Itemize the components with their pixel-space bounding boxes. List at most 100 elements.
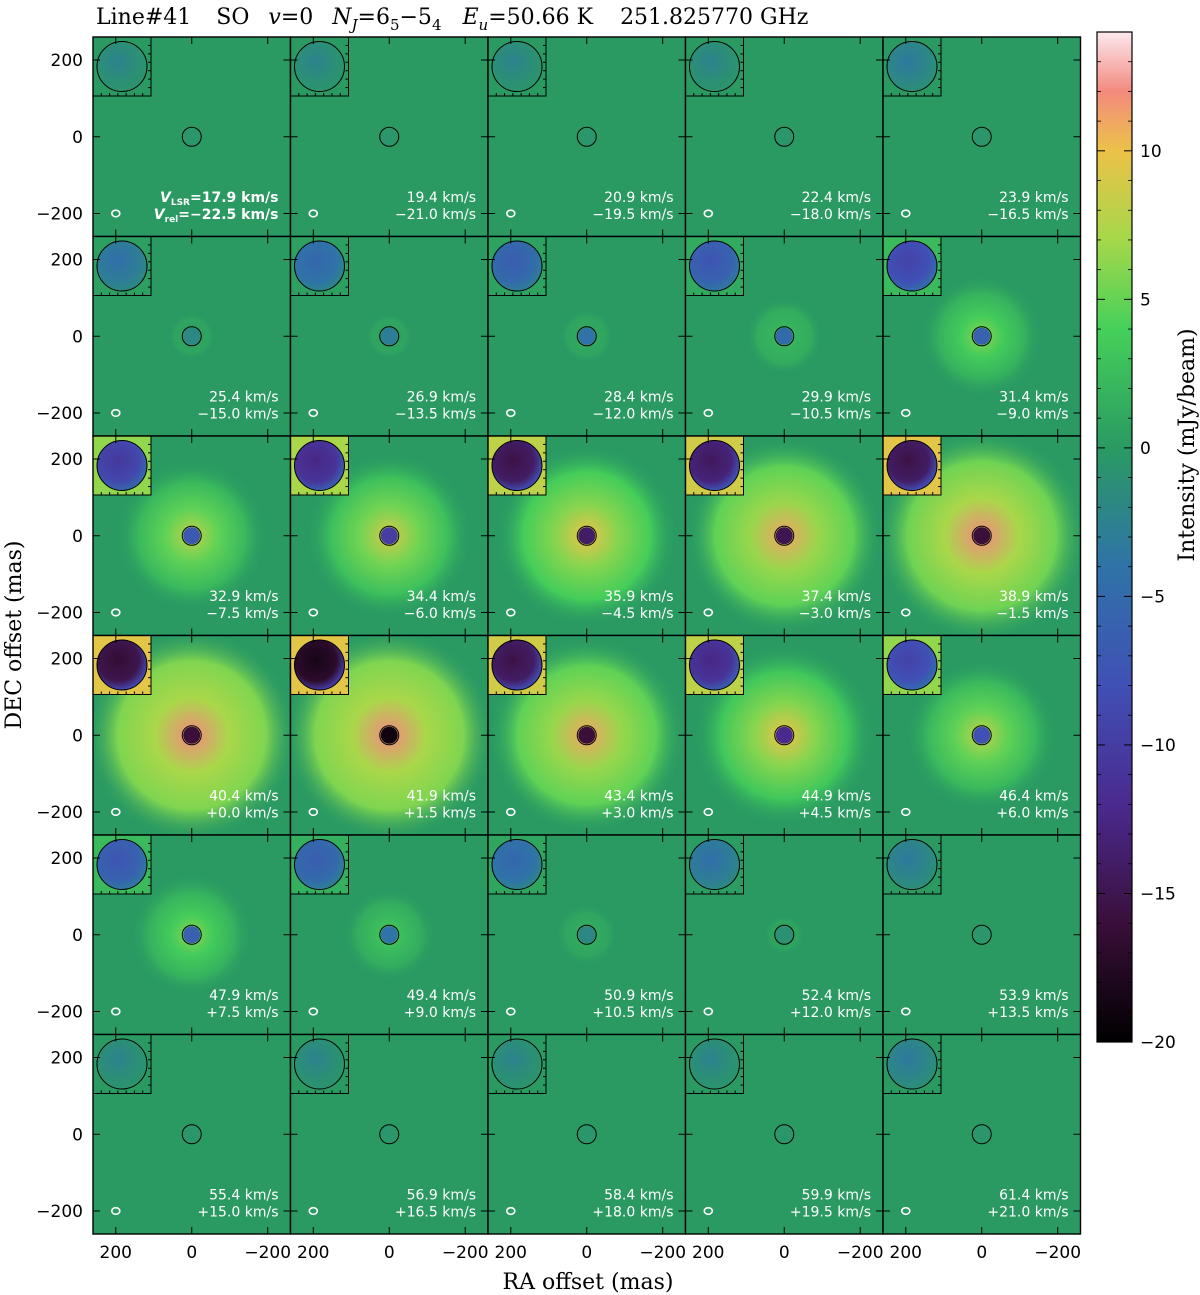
vlsr-label: 53.9 km/s [999, 988, 1068, 1004]
channel-panel: 26.9 km/s−13.5 km/s [289, 235, 489, 437]
stellar-disc-outline [774, 1124, 795, 1145]
inset-disc-outline [96, 639, 148, 691]
inset-frame [685, 835, 744, 895]
beam-ellipse [505, 608, 516, 617]
channel-panel: 44.9 km/s+4.5 km/s [684, 634, 884, 836]
colorbar-label: Intensity (mJy/beam) [1175, 328, 1200, 561]
colorbar-gradient [1097, 32, 1132, 1042]
channel-panel: 31.4 km/s−9.0 km/s [882, 235, 1082, 437]
inset-frame [685, 436, 744, 496]
vrel-label: −15.0 km/s [197, 407, 278, 423]
beam-ellipse [900, 1206, 911, 1216]
inset-disc [689, 440, 740, 491]
stellar-disc-outline [379, 1124, 400, 1145]
inset-frame [93, 635, 152, 695]
vrel-label: +21.0 km/s [987, 1205, 1068, 1221]
inset-frame [290, 1034, 349, 1094]
stellar-disc-outline [774, 725, 795, 746]
stellar-disc-outline [971, 1124, 992, 1145]
beam-ellipse [900, 408, 911, 418]
vlsr-label: 50.9 km/s [604, 988, 673, 1004]
inset-disc-outline [491, 1038, 543, 1090]
inset-disc-outline [491, 41, 543, 92]
x-tick-label: −200 [244, 1243, 291, 1263]
shared-axes: 200 0 −200 200 0 −200 200 0 −200 200 0 −200 200 0 −200… [36, 51, 1081, 1263]
beam-ellipse [110, 807, 121, 817]
beam-ellipse [900, 209, 911, 218]
stellar-disc-outline [379, 126, 400, 147]
inset-disc-outline [96, 440, 148, 491]
channel-panel: 38.9 km/s−1.5 km/s [882, 435, 1082, 637]
beam-ellipse [308, 1007, 319, 1016]
absorption-core [775, 1125, 793, 1143]
absorption-core [973, 327, 991, 345]
inset-disc-outline [96, 41, 148, 92]
vrel-label: −3.0 km/s [799, 606, 871, 622]
inset-disc [689, 839, 740, 890]
inset-disc-outline [294, 839, 345, 890]
vlsr-label: 52.4 km/s [802, 988, 871, 1004]
vlsr-label: 61.4 km/s [999, 1188, 1068, 1204]
vlsr-label: 29.9 km/s [802, 390, 871, 406]
absorption-core [380, 527, 398, 545]
inset-disc-outline [886, 440, 938, 491]
inset-frame [290, 835, 349, 895]
inset-disc-outline [96, 839, 148, 890]
inset-frame [685, 236, 744, 296]
vrel-label: −1.5 km/s [996, 606, 1068, 622]
vlsr-label: 44.9 km/s [802, 789, 871, 805]
inset-disc-outline [491, 240, 543, 292]
vlsr-label: 19.4 km/s [407, 190, 476, 206]
x-tick-label: 0 [976, 1243, 987, 1263]
inset-disc [97, 241, 147, 291]
inset-disc [97, 440, 147, 491]
x-axis-label: RA offset (mas) [503, 1270, 674, 1295]
beam-ellipse [505, 209, 516, 218]
stellar-disc-outline [971, 924, 992, 945]
inset-disc-outline [886, 639, 938, 691]
vib-rest: =0 [281, 5, 313, 30]
absorption-core [183, 726, 201, 744]
vlsr-label: VLSR=17.9 km/s [160, 190, 279, 208]
vlsr-label: 40.4 km/s [209, 789, 278, 805]
channel-panel: 43.4 km/s+3.0 km/s [487, 634, 687, 836]
inset-disc [294, 41, 345, 92]
stellar-disc-outline [181, 126, 202, 147]
inset-frame [685, 635, 744, 695]
vlsr-label: 47.9 km/s [209, 988, 278, 1004]
channel-panel: 25.4 km/s−15.0 km/s [92, 235, 292, 437]
stellar-disc-outline [774, 326, 795, 347]
beam-ellipse [308, 408, 319, 418]
x-tick-label: −200 [837, 1243, 884, 1263]
y-tick-label: 0 [72, 327, 83, 347]
y-tick-label: −200 [36, 603, 83, 623]
stellar-disc-outline [971, 725, 992, 746]
y-tick-label: −200 [36, 404, 83, 424]
y-tick-label: 200 [51, 251, 83, 271]
inset-disc [887, 640, 937, 690]
channel-panel: 56.9 km/s+16.5 km/s [289, 1033, 489, 1235]
inset-frame [883, 436, 942, 496]
vrel-label: +10.5 km/s [592, 1005, 673, 1021]
beam-ellipse [505, 408, 516, 418]
y-tick-label: −200 [36, 1002, 83, 1022]
absorption-core [183, 926, 201, 944]
colorbar: 10 5 0 −5 −10 −15 −20 [1096, 31, 1176, 1053]
stellar-disc-outline [971, 326, 992, 347]
inset-disc-outline [294, 639, 345, 691]
vlsr-label: 20.9 km/s [604, 190, 673, 206]
inset-frame [883, 37, 942, 97]
x-tick-label: −200 [639, 1243, 686, 1263]
x-tick-label: 0 [186, 1243, 197, 1263]
inset-disc [887, 839, 937, 890]
vrel-label: −13.5 km/s [395, 407, 476, 423]
stellar-disc-outline [181, 1124, 202, 1145]
vlsr-label: 49.4 km/s [407, 988, 476, 1004]
inset-disc-outline [96, 240, 148, 292]
vrel-label: +18.0 km/s [592, 1205, 673, 1221]
inset-disc-outline [689, 41, 740, 92]
stellar-disc-outline [971, 126, 992, 147]
y-tick-label: 200 [51, 450, 83, 470]
beam-ellipse [308, 807, 319, 817]
x-tick-label: 200 [297, 1243, 329, 1263]
